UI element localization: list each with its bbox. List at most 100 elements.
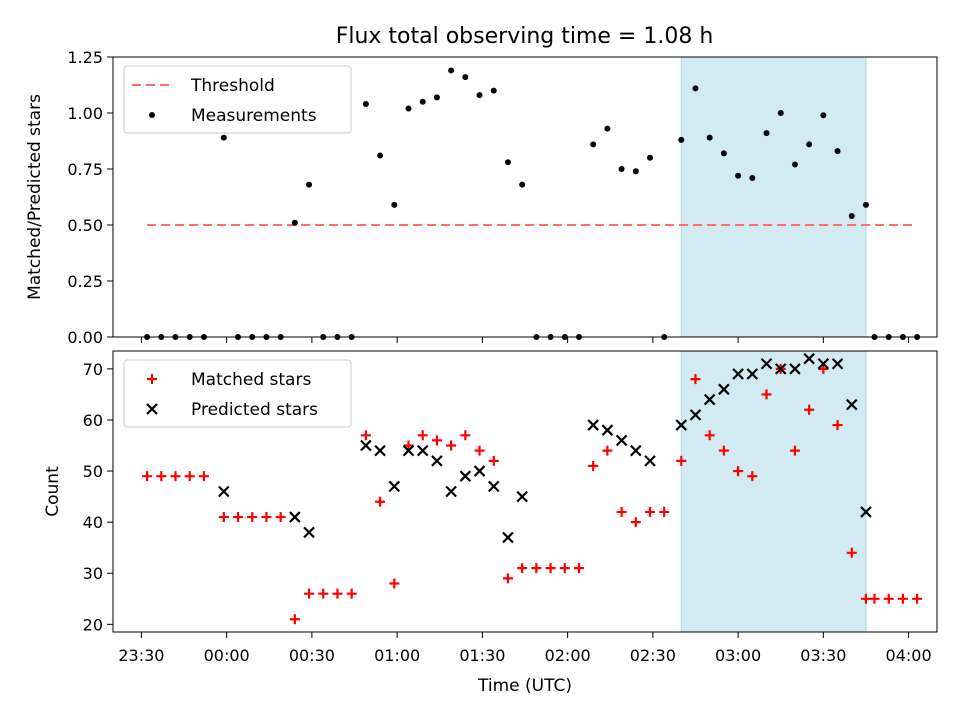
matched-star-point <box>375 496 386 507</box>
matched-star-point <box>170 471 181 482</box>
bot-y-tick-label: 60 <box>83 411 103 430</box>
top-axes-frame <box>112 56 938 338</box>
top-legend: Threshold Measurements <box>123 65 352 134</box>
matched-star-point <box>832 420 843 431</box>
measurement-point <box>862 201 869 208</box>
measurement-point <box>377 152 384 159</box>
predicted-star-point <box>760 357 773 370</box>
legend-matched-handle <box>147 374 157 384</box>
predicted-star-point <box>732 368 744 380</box>
matched-star-point <box>332 588 343 599</box>
measurement-point <box>391 201 398 208</box>
measurement-point <box>749 174 756 181</box>
predicted-star-point <box>459 470 472 482</box>
matched-star-point <box>460 430 471 441</box>
measurement-point <box>362 101 369 108</box>
x-tick-label: 00:30 <box>289 646 335 665</box>
top-shaded-region-layer <box>680 56 867 338</box>
bottom-marks-layer <box>142 352 923 625</box>
matched-star-point <box>733 466 744 477</box>
matched-star-point <box>517 563 528 574</box>
legend-measurement-handle <box>149 112 155 118</box>
measurement-point <box>806 141 813 148</box>
measurement-point <box>306 181 313 188</box>
matched-star-point <box>588 460 599 471</box>
top-y-axis-label: Matched/Predicted stars <box>25 94 45 300</box>
x-tick-label: 03:30 <box>800 646 846 665</box>
matched-star-point <box>403 440 414 451</box>
predicted-star-point <box>789 363 801 375</box>
measurement-point <box>590 141 597 148</box>
top-y-tick-label: 1.25 <box>67 48 103 67</box>
measurement-point <box>448 67 455 74</box>
measurement-point <box>490 87 497 94</box>
predicted-star-point <box>746 368 759 380</box>
predicted-star-point <box>487 480 500 493</box>
predicted-star-point <box>718 383 730 396</box>
bottom-axes-frame <box>112 350 938 633</box>
predicted-star-point <box>689 409 702 421</box>
bottom-axes-layer: 23:30 00:00 00:30 01:00 01:30 02:00 02:30 03:00… <box>83 360 932 665</box>
bot-y-tick-label: 30 <box>83 564 103 583</box>
bottom-legend: Matched stars Predicted stars <box>123 359 352 428</box>
top-y-tick-label: 0.50 <box>67 216 103 235</box>
top-panel: 0.00 0.25 0.50 0.75 1.00 1.25 Matched/Predict… <box>25 48 938 347</box>
bottom-x-axis-label: Time (UTC) <box>477 676 572 696</box>
measurement-point <box>291 219 298 226</box>
predicted-star-point <box>360 439 372 452</box>
predicted-star-point <box>644 455 656 467</box>
matched-star-point <box>446 440 457 451</box>
bot-y-tick-label: 40 <box>83 513 103 532</box>
matched-star-point <box>602 445 613 456</box>
measurement-point <box>405 105 412 112</box>
measurement-point <box>519 181 526 188</box>
predicted-star-point <box>402 444 415 457</box>
matched-star-point <box>883 593 894 604</box>
x-tick-label: 01:30 <box>459 646 505 665</box>
x-tick-label: 23:30 <box>118 646 164 665</box>
measurement-point <box>692 85 699 92</box>
measurement-point <box>618 166 625 172</box>
matched-star-point <box>247 512 258 523</box>
matched-star-point <box>789 445 800 456</box>
matched-star-point <box>488 455 499 466</box>
legend-entry-label: Threshold <box>190 76 275 96</box>
top-shaded-region <box>680 56 867 338</box>
predicted-star-point <box>445 485 457 498</box>
measurement-point <box>220 134 227 141</box>
predicted-star-point <box>431 455 443 467</box>
predicted-star-point <box>502 531 514 544</box>
predicted-star-point <box>675 419 688 431</box>
predicted-star-point <box>374 444 386 457</box>
matched-star-point <box>804 404 815 415</box>
legend-entry-label: Predicted stars <box>191 400 318 420</box>
matched-star-point <box>545 563 556 574</box>
matched-star-point <box>502 573 513 584</box>
matched-star-point <box>531 563 542 574</box>
matched-star-point <box>846 547 857 558</box>
predicted-star-point <box>860 506 872 518</box>
matched-star-point <box>184 471 195 482</box>
matched-star-point <box>318 588 329 599</box>
measurement-point <box>791 161 798 168</box>
measurement-point <box>706 134 713 141</box>
matched-star-point <box>676 455 687 466</box>
bottom-panel: 23:30 00:00 00:30 01:00 01:30 02:00 02:30 03:00… <box>43 350 938 696</box>
matched-star-point <box>718 445 729 456</box>
matched-star-point <box>142 471 153 482</box>
matched-star-point <box>630 517 641 528</box>
measurement-point <box>504 159 511 166</box>
bot-shaded-region <box>680 350 867 633</box>
bot-y-tick-label: 20 <box>83 615 103 634</box>
predicted-star-point <box>416 444 429 457</box>
measurement-point <box>433 94 440 101</box>
matched-star-point <box>389 578 400 589</box>
matched-star-point <box>690 374 701 385</box>
predicted-star-point <box>831 357 844 370</box>
legend-entry-label: Matched stars <box>191 370 311 390</box>
top-legend-box <box>123 65 352 134</box>
measurement-point <box>763 130 770 137</box>
x-tick-label: 04:00 <box>886 646 932 665</box>
predicted-star-point <box>218 485 230 498</box>
